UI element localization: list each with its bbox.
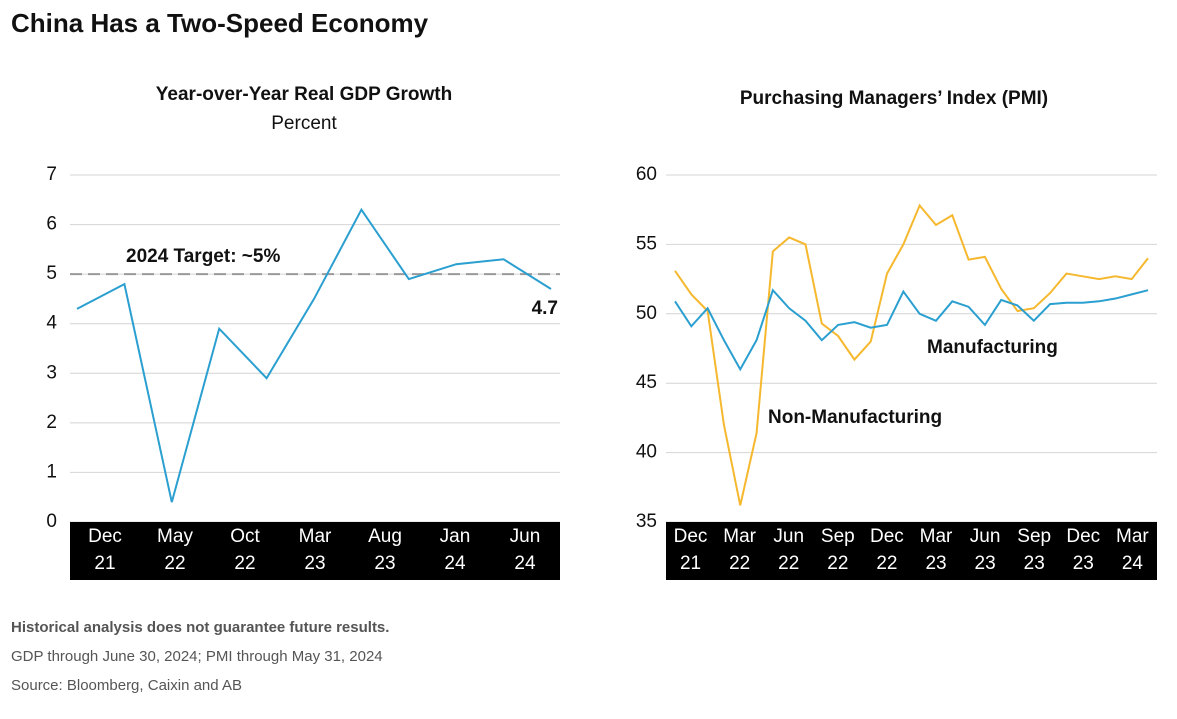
x-tick-label: Mar 22 (723, 526, 756, 574)
x-tick-label: Oct 22 (230, 526, 260, 574)
reference-label: 2024 Target: ~5% (126, 246, 280, 267)
y-tick-label: 50 (636, 303, 657, 324)
x-tick-label: Mar 24 (1116, 526, 1149, 574)
line-series (674, 203, 1149, 506)
footnote: GDP through June 30, 2024; PMI through M… (11, 648, 383, 665)
x-tick-label: Jan 24 (439, 526, 471, 574)
y-tick-label: 0 (46, 511, 57, 532)
chart-title: Purchasing Managers’ Index (PMI) (740, 88, 1048, 109)
x-tick-label: Sep 23 (1017, 526, 1052, 574)
x-tick-label: Sep 22 (820, 526, 855, 574)
page-title: China Has a Two-Speed Economy (11, 8, 429, 38)
x-tick-label: Mar 23 (298, 526, 332, 574)
y-tick-label: 3 (46, 362, 57, 383)
x-tick-label: Dec 23 (1066, 526, 1101, 574)
data-label: 4.7 (532, 298, 558, 319)
y-tick-label: 7 (46, 164, 57, 185)
x-axis-band: Dec 21 Mar 22 Jun 22 Sep 22 Dec 22 Mar 23 Jun … (666, 522, 1157, 580)
x-tick-label: Aug 23 (368, 526, 402, 574)
y-tick-label: 55 (636, 233, 657, 254)
series-label: Non-Manufacturing (768, 407, 942, 428)
chart-subtitle: Percent (271, 113, 337, 134)
x-tick-label: Jun 24 (509, 526, 541, 574)
x-tick-label: Dec 21 (88, 526, 122, 574)
x-tick-label: Dec 21 (673, 526, 708, 574)
y-tick-label: 2 (46, 412, 57, 433)
x-axis-band: Dec 21 May 22 Oct 22 Mar 23 Aug 23 Jan 24 Jun … (70, 522, 560, 580)
footnote: Source: Bloomberg, Caixin and AB (11, 677, 242, 694)
y-tick-label: 6 (46, 214, 57, 235)
y-tick-label: 35 (636, 511, 657, 532)
series-label: Manufacturing (927, 337, 1058, 358)
x-tick-label: Mar 23 (919, 526, 953, 574)
line-series (76, 207, 552, 503)
y-tick-label: 1 (46, 461, 57, 482)
x-tick-label: May 22 (157, 526, 193, 574)
x-tick-label: Jun 22 (773, 526, 805, 574)
line-series (674, 288, 1149, 372)
chart-title: Year-over-Year Real GDP Growth (156, 84, 452, 105)
y-tick-label: 4 (46, 313, 57, 334)
y-tick-label: 45 (636, 372, 657, 393)
x-tick-label: Jun 23 (969, 526, 1001, 574)
y-tick-label: 40 (636, 442, 657, 463)
y-tick-label: 5 (46, 263, 57, 284)
footnote: Historical analysis does not guarantee f… (11, 619, 390, 636)
y-tick-label: 60 (636, 164, 657, 185)
x-tick-label: Dec 22 (870, 526, 904, 574)
